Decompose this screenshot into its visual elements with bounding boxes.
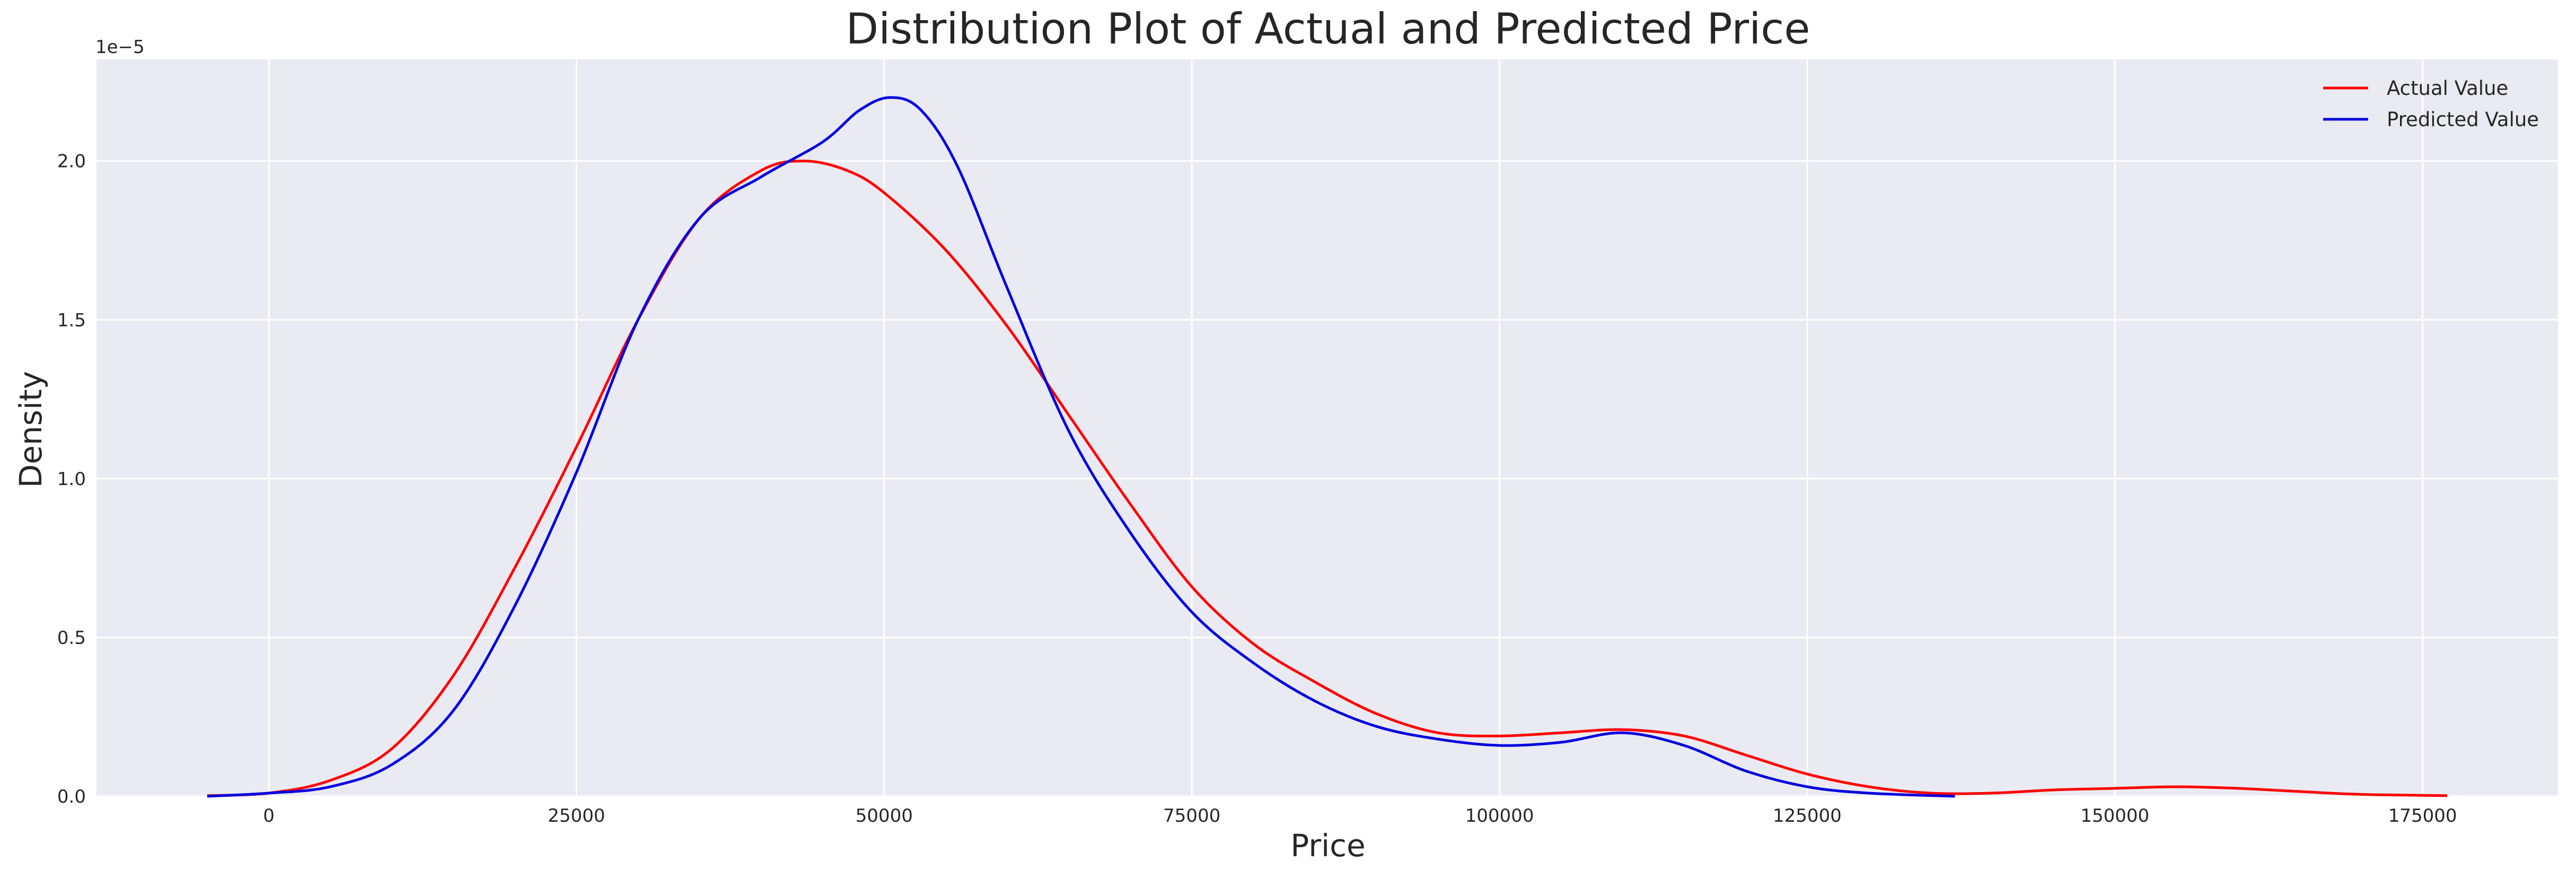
- series-line-actual-value: [207, 160, 2448, 797]
- y-tick-label: 0.0: [57, 786, 86, 807]
- x-tick-label: 25000: [548, 805, 605, 827]
- x-tick-label: 175000: [2388, 805, 2457, 827]
- y-tick-label: 0.5: [57, 627, 86, 648]
- x-tick-label: 125000: [1773, 805, 1842, 827]
- y-tick-label: 1.5: [57, 310, 86, 331]
- x-tick-label: 50000: [856, 805, 913, 827]
- legend-label-actual-value: Actual Value: [2387, 77, 2508, 100]
- x-tick-labels: 0 25000 50000 75000 100000 125000 150000 175000: [263, 805, 2457, 827]
- x-axis-label: Price: [1290, 828, 1366, 864]
- grid-lines: [96, 59, 2558, 797]
- series-layer: [207, 96, 2448, 798]
- x-tick-label: 75000: [1163, 805, 1220, 827]
- y-tick-labels: 0.0 0.5 1.0 1.5 2.0: [57, 151, 86, 807]
- legend-label-predicted-value: Predicted Value: [2387, 108, 2539, 131]
- legend: Actual Value Predicted Value: [2323, 77, 2539, 131]
- series-line-predicted-value: [207, 96, 1955, 798]
- y-scale-exponent: 1e−5: [95, 37, 145, 58]
- x-tick-label: 150000: [2080, 805, 2149, 827]
- x-tick-label: 0: [263, 805, 275, 827]
- y-tick-label: 1.0: [57, 469, 86, 490]
- x-tick-label: 100000: [1465, 805, 1534, 827]
- plot-area: [96, 59, 2558, 796]
- y-axis-label: Density: [13, 371, 49, 488]
- chart-title: Distribution Plot of Actual and Predicte…: [846, 4, 1810, 54]
- y-tick-label: 2.0: [57, 151, 86, 172]
